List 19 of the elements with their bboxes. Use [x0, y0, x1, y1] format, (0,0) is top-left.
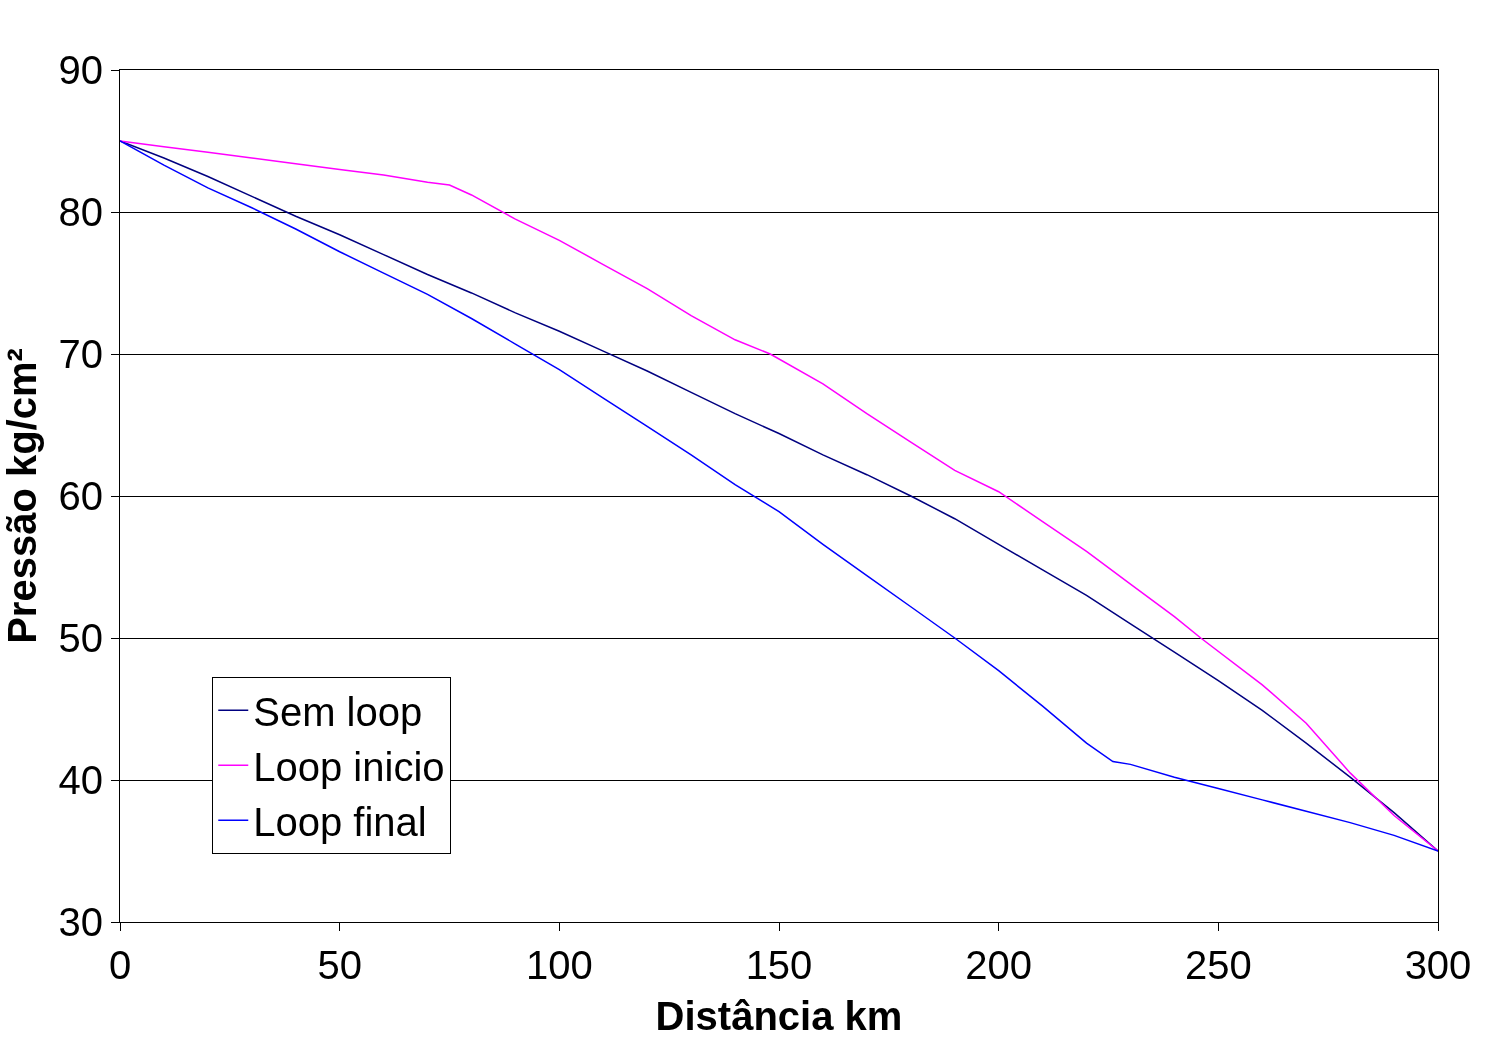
x-tick-label: 200 — [965, 943, 1033, 987]
x-tick-label: 300 — [1404, 943, 1472, 987]
x-tick-label: 50 — [317, 943, 362, 987]
y-tick-label: 30 — [58, 900, 103, 944]
legend-label: Sem loop — [253, 689, 423, 734]
x-tick-label: 0 — [108, 943, 132, 987]
y-tick-label: 60 — [58, 474, 103, 518]
x-tick-label: 150 — [745, 943, 813, 987]
x-axis-title: Distância km — [655, 993, 903, 1038]
y-tick-label: 80 — [58, 190, 103, 234]
y-axis-title: Pressão kg/cm² — [0, 348, 44, 644]
x-tick-label: 250 — [1184, 943, 1252, 987]
legend-label: Loop inicio — [253, 744, 445, 789]
x-tick-label: 100 — [525, 943, 593, 987]
y-tick-label: 90 — [58, 48, 103, 92]
legend-label: Loop final — [253, 799, 427, 844]
y-tick-label: 50 — [58, 616, 103, 660]
y-tick-label: 70 — [58, 332, 103, 376]
y-tick-label: 40 — [58, 758, 103, 802]
